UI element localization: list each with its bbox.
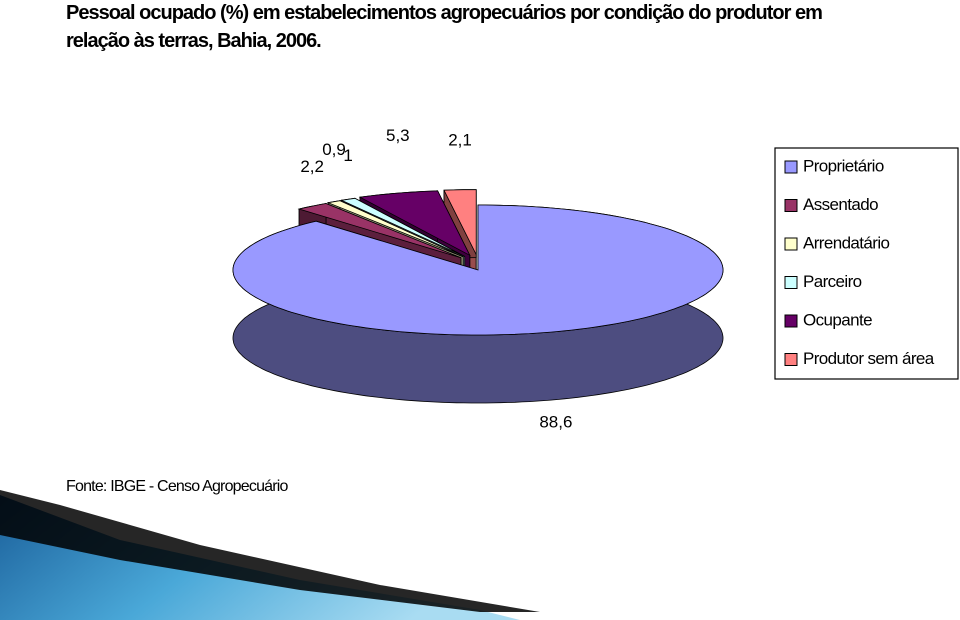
data-label: 88,6	[539, 413, 572, 432]
legend-swatch	[784, 353, 798, 366]
data-label: 2,1	[448, 131, 472, 150]
legend-box	[774, 147, 959, 380]
slice	[297, 203, 462, 259]
legend-swatch	[784, 160, 798, 174]
chart-title: Pessoal ocupado (%) em estabelecimentos …	[66, 2, 822, 52]
slice	[326, 200, 464, 258]
decoration	[0, 495, 520, 620]
legend-label: Assentado	[803, 195, 878, 214]
legend-swatch	[784, 314, 798, 328]
legend-swatch	[784, 276, 798, 289]
pie	[232, 189, 724, 404]
data-label: 2,2	[300, 157, 324, 176]
legend-label: Parceiro	[803, 272, 862, 291]
data-label: 5,3	[386, 126, 410, 145]
legend-label: Produtor sem área	[803, 349, 935, 368]
slice	[358, 190, 471, 257]
slice	[443, 189, 477, 255]
legend-label: Ocupante	[803, 310, 872, 329]
slice	[340, 197, 465, 257]
slice	[232, 204, 724, 336]
legend-label: Proprietário	[803, 156, 884, 175]
decoration	[0, 490, 540, 612]
legend-label: Arrendatário	[803, 233, 889, 252]
legend: Proprietário Assentado Arrendatário Parceir…	[774, 147, 959, 380]
legend-swatch	[784, 199, 798, 212]
data-label: 1	[343, 146, 352, 165]
data-label: 0,9	[322, 140, 346, 159]
source: Fonte: IBGE - Censo Agropecuário	[66, 478, 289, 495]
legend-swatch	[784, 237, 798, 251]
